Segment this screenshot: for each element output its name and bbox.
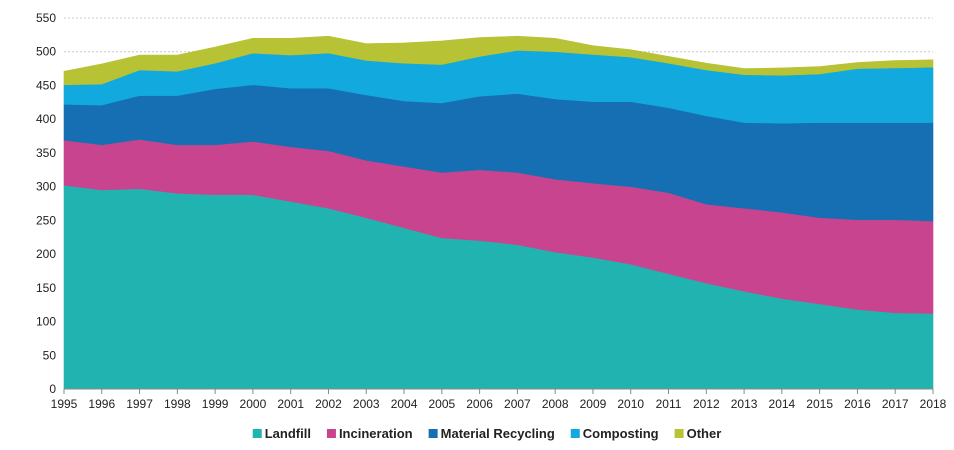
y-tick-label: 300 <box>36 180 56 194</box>
y-tick-label: 500 <box>36 45 56 59</box>
legend-label: Composting <box>583 426 659 441</box>
area-series-other <box>63 35 934 86</box>
x-tick-label: 2016 <box>844 397 871 411</box>
x-tick-label: 2000 <box>240 397 267 411</box>
x-tick-label: 2012 <box>693 397 720 411</box>
x-tick-label: 2015 <box>806 397 833 411</box>
legend-label: Landfill <box>265 426 311 441</box>
x-tick-label: 2010 <box>617 397 644 411</box>
legend-item-composting: Composting <box>570 426 659 441</box>
y-tick-label: 150 <box>36 281 56 295</box>
area-layer <box>63 35 934 390</box>
legend-item-incineration: Incineration <box>326 426 413 441</box>
y-tick-label: 100 <box>36 315 56 329</box>
x-tick-label: 2007 <box>504 397 531 411</box>
x-tick-label: 2011 <box>656 397 682 411</box>
legend-swatch <box>252 429 262 438</box>
y-tick-label: 0 <box>49 382 56 396</box>
x-tick-label: 2001 <box>277 397 304 411</box>
legend-item-material-recycling: Material Recycling <box>428 426 555 441</box>
x-tick-label: 1998 <box>164 397 191 411</box>
y-tick-label: 550 <box>36 11 56 25</box>
legend-swatch <box>428 429 438 438</box>
axis-layer: 0 50 100 150 200 250 300 350 400 450 500 550 1995 199… <box>36 11 947 411</box>
x-tick-label: 2013 <box>731 397 758 411</box>
x-tick-label: 1999 <box>202 397 229 411</box>
x-tick-label: 1997 <box>126 397 153 411</box>
legend-label: Material Recycling <box>441 426 555 441</box>
y-tick-label: 350 <box>36 146 56 160</box>
legend-swatch <box>326 429 336 438</box>
legend-label: Incineration <box>339 426 413 441</box>
x-tick-label: 2009 <box>580 397 607 411</box>
x-tick-label: 2008 <box>542 397 569 411</box>
legend-item-landfill: Landfill <box>252 426 311 441</box>
legend-swatch <box>674 429 684 438</box>
y-tick-label: 200 <box>36 247 56 261</box>
x-tick-label: 1996 <box>88 397 115 411</box>
x-tick-label: 2018 <box>920 397 947 411</box>
x-tick-label: 2002 <box>315 397 342 411</box>
x-tick-label: 2003 <box>353 397 380 411</box>
legend-label: Other <box>687 426 722 441</box>
x-tick-label: 2017 <box>882 397 909 411</box>
y-tick-label: 450 <box>36 78 56 92</box>
y-tick-label: 50 <box>43 348 57 362</box>
x-tick-label: 2014 <box>769 397 796 411</box>
x-tick-label: 2004 <box>391 397 418 411</box>
x-tick-label: 2005 <box>428 397 455 411</box>
y-tick-label: 400 <box>36 112 56 126</box>
x-tick-label: 2006 <box>466 397 493 411</box>
x-tick-label: 1995 <box>51 397 78 411</box>
legend-item-other: Other <box>674 426 722 441</box>
legend-swatch <box>570 429 580 438</box>
legend: Landfill Incineration Material Recycling Co… <box>252 426 722 441</box>
y-tick-label: 250 <box>36 213 56 227</box>
